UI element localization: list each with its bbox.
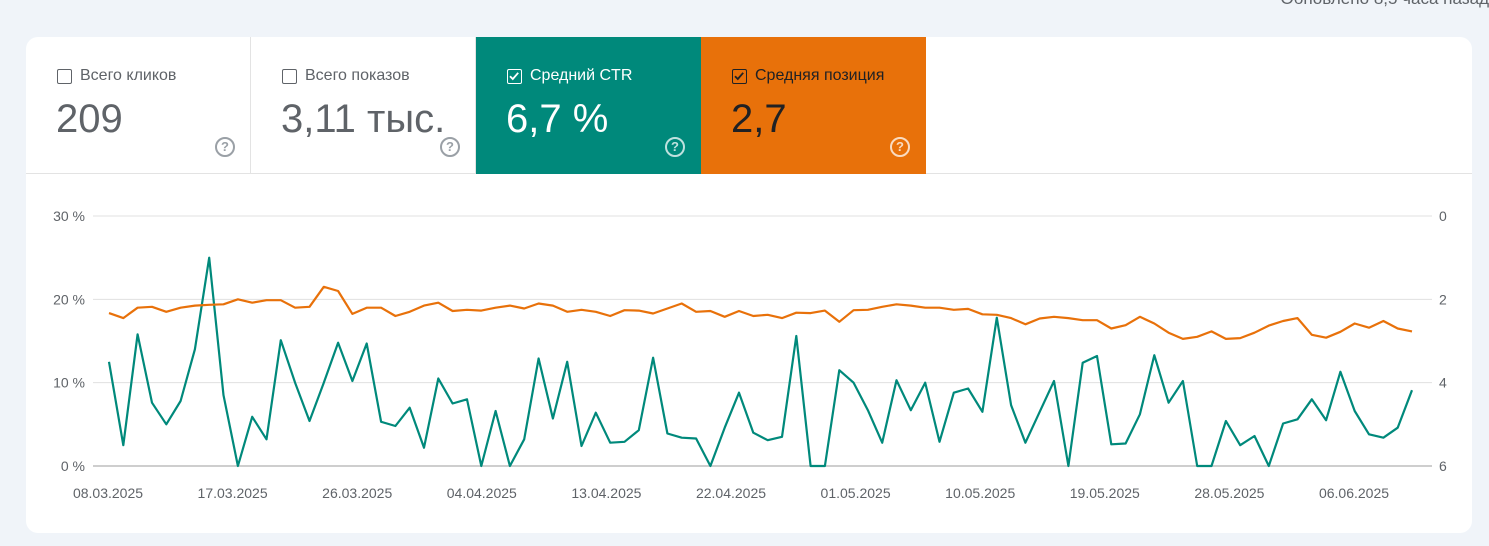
- x-tick-label: 17.03.2025: [198, 485, 268, 501]
- metric-total-impressions[interactable]: Всего показов 3,11 тыс. ?: [251, 37, 476, 174]
- x-tick-label: 13.04.2025: [571, 485, 641, 501]
- ctr-series-line: [107, 256, 1414, 468]
- y-right-tick-label: 2: [1439, 291, 1447, 307]
- performance-card: Всего кликов 209 ? Всего показов 3,11 ты…: [26, 37, 1472, 533]
- updated-status: Обновлено 8,5 часа назад: [1280, 0, 1489, 9]
- x-tick-label: 10.05.2025: [945, 485, 1015, 501]
- metric-value: 6,7 %: [506, 97, 609, 141]
- x-tick-label: 04.04.2025: [447, 485, 517, 501]
- metric-label: Всего кликов: [80, 67, 177, 84]
- x-tick-label: 22.04.2025: [696, 485, 766, 501]
- checkbox-checked-icon[interactable]: [507, 69, 522, 84]
- y-right-tick-label: 0: [1439, 208, 1447, 224]
- metric-value: 3,11 тыс.: [281, 97, 446, 141]
- x-tick-label: 08.03.2025: [73, 485, 143, 501]
- metric-label: Всего показов: [305, 67, 410, 84]
- help-icon[interactable]: ?: [440, 137, 460, 157]
- checkbox-unchecked-icon[interactable]: [282, 69, 297, 84]
- help-icon[interactable]: ?: [665, 137, 685, 157]
- y-left-tick-label: 10 %: [53, 375, 85, 391]
- y-left-tick-label: 20 %: [53, 291, 85, 307]
- x-tick-label: 28.05.2025: [1194, 485, 1264, 501]
- checkbox-checked-icon[interactable]: [732, 69, 747, 84]
- x-tick-label: 26.03.2025: [322, 485, 392, 501]
- y-left-tick-label: 30 %: [53, 208, 85, 224]
- metrics-row: Всего кликов 209 ? Всего показов 3,11 ты…: [26, 37, 1472, 174]
- metric-value: 2,7: [731, 97, 787, 141]
- metric-label: Средняя позиция: [755, 67, 885, 84]
- metric-average-position[interactable]: Средняя позиция 2,7 ?: [701, 37, 926, 174]
- metric-average-ctr[interactable]: Средний CTR 6,7 % ?: [476, 37, 701, 174]
- help-icon[interactable]: ?: [215, 137, 235, 157]
- x-tick-label: 19.05.2025: [1070, 485, 1140, 501]
- x-tick-label: 01.05.2025: [821, 485, 891, 501]
- performance-chart: 30 % 0 20 % 2 10 % 4 0 % 6 08.03.2025 17.03.2025 2…: [53, 208, 1447, 501]
- metric-label: Средний CTR: [530, 67, 633, 84]
- y-right-tick-label: 4: [1439, 375, 1447, 391]
- metric-total-clicks[interactable]: Всего кликов 209 ?: [26, 37, 251, 174]
- y-left-tick-label: 0 %: [61, 458, 85, 474]
- checkbox-unchecked-icon[interactable]: [57, 69, 72, 84]
- metric-value: 209: [56, 97, 123, 141]
- position-series-line: [108, 285, 1413, 340]
- x-tick-label: 06.06.2025: [1319, 485, 1389, 501]
- y-right-tick-label: 6: [1439, 458, 1447, 474]
- help-icon[interactable]: ?: [890, 137, 910, 157]
